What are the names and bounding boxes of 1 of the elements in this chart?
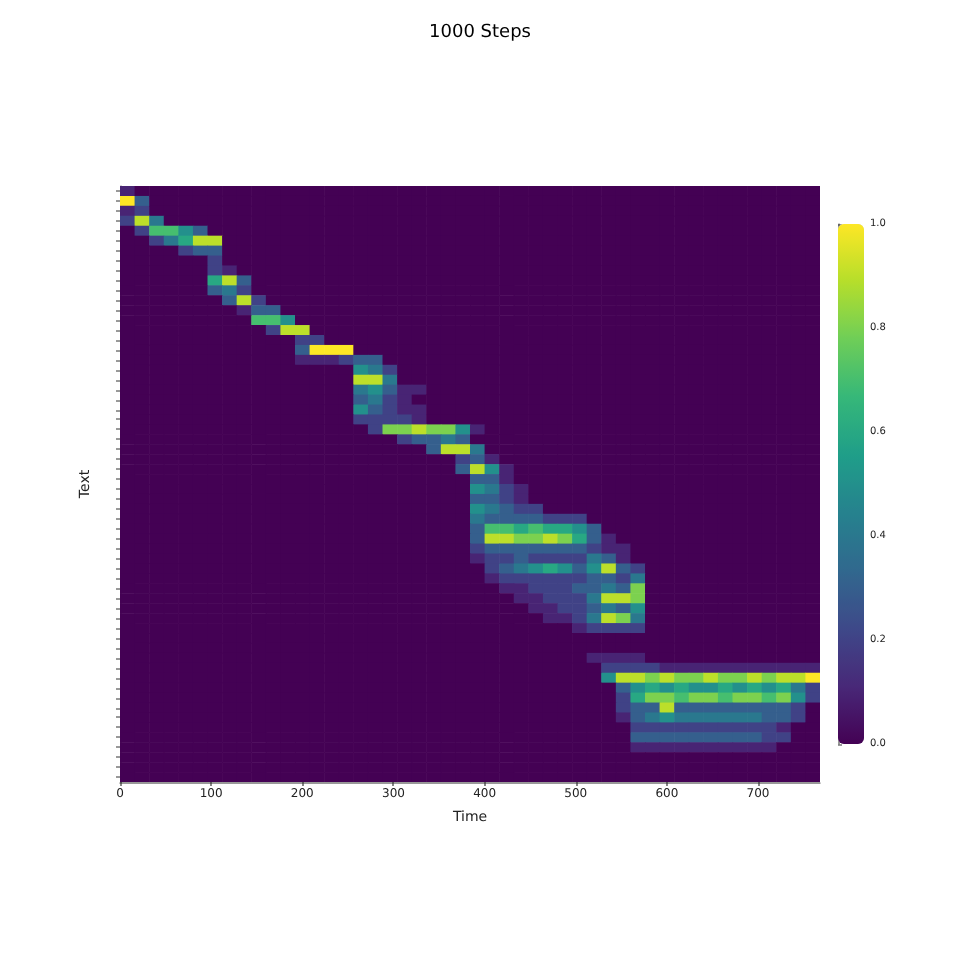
chart-title: 1000 Steps	[429, 23, 532, 43]
